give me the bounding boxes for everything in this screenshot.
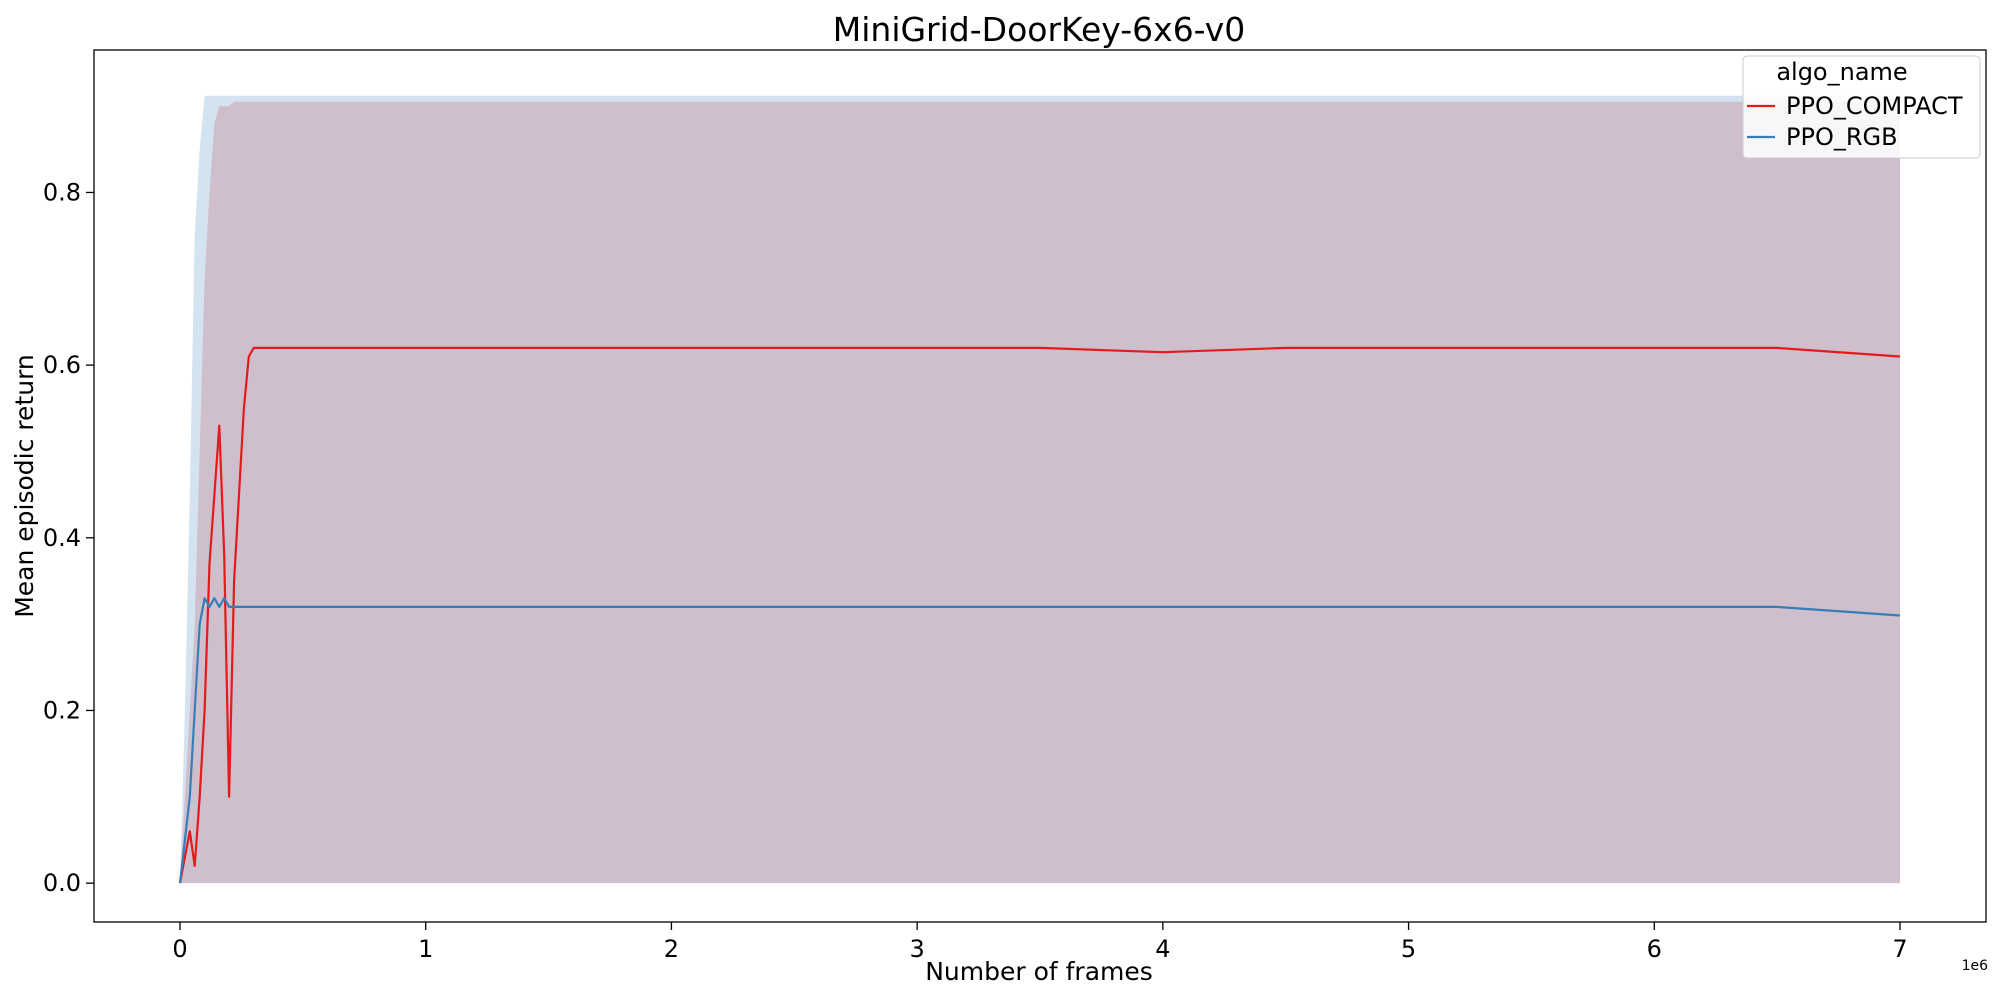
series-line-ppo-rgb xyxy=(178,597,1901,884)
series-lines xyxy=(178,346,1901,884)
confidence-bands xyxy=(180,95,1900,884)
x-axis-label: Number of frames xyxy=(925,957,1153,986)
x-tick-label: 7 xyxy=(1892,935,1907,963)
y-tick-label: 0.8 xyxy=(43,178,81,206)
x-tick-label: 3 xyxy=(910,935,925,963)
plot-area-frame xyxy=(93,49,1987,923)
y-tick-label: 0.4 xyxy=(43,524,81,552)
y-axis-ticks: 0.0 0.2 0.4 0.6 0.8 xyxy=(43,178,94,897)
chart-title: MiniGrid-DoorKey-6x6-v0 xyxy=(833,10,1245,49)
y-tick-label: 0.6 xyxy=(43,351,81,379)
y-tick-label: 0.0 xyxy=(43,869,81,897)
x-axis-scale-label: 1e6 xyxy=(1962,958,1989,974)
ci-band-ppo-compact xyxy=(180,101,1900,884)
ci-band-ppo-rgb xyxy=(180,95,1900,884)
x-tick-label: 4 xyxy=(1155,935,1170,963)
legend-box xyxy=(1742,55,1981,159)
x-tick-label: 5 xyxy=(1401,935,1416,963)
x-tick-label: 6 xyxy=(1647,935,1662,963)
series-line-ppo-compact xyxy=(178,346,1901,884)
x-tick-label: 0 xyxy=(172,935,187,963)
legend-label-ppo-rgb: PPO_RGB xyxy=(1786,123,1898,151)
y-tick-label: 0.2 xyxy=(43,696,81,724)
x-axis-ticks: 0 1 2 3 4 5 6 7 xyxy=(172,922,1908,963)
x-tick-label: 2 xyxy=(664,935,679,963)
legend-label-ppo-compact: PPO_COMPACT xyxy=(1786,92,1963,120)
legend-title: algo_name xyxy=(1776,58,1907,86)
y-axis-label: Mean episodic return xyxy=(10,354,39,618)
x-tick-label: 1 xyxy=(418,935,433,963)
legend: algo_name PPO_COMPACT PPO_RGB xyxy=(1742,55,1981,159)
